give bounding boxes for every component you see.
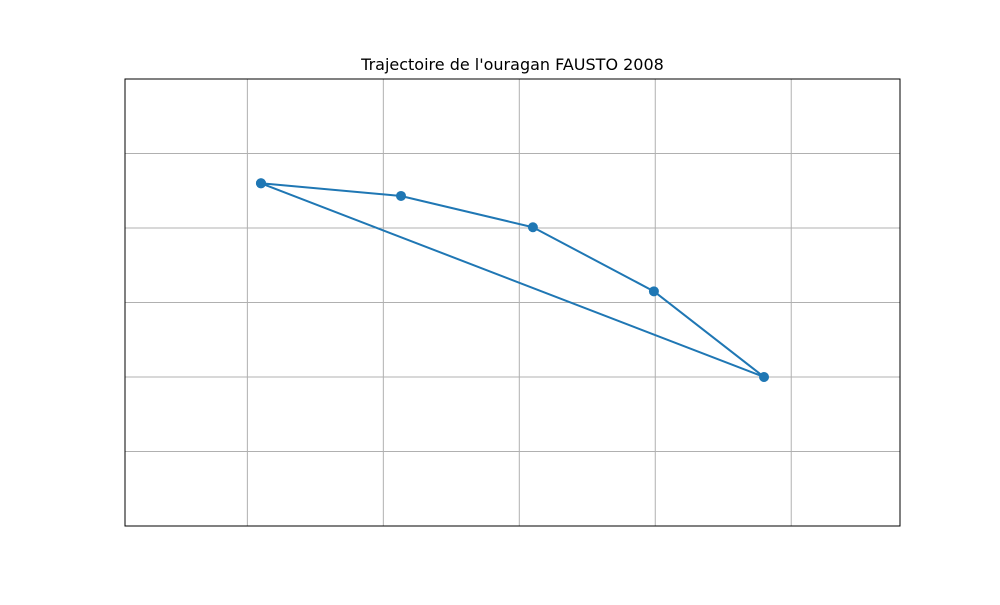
- data-point-3: [648, 286, 659, 297]
- plot-area: [255, 178, 770, 382]
- grid: [125, 78, 900, 526]
- data-point-5: [255, 178, 266, 189]
- data-point-2: [527, 222, 538, 233]
- chart-title: Trajectoire de l'ouragan FAUSTO 2008: [360, 55, 664, 74]
- data-point-4: [759, 372, 770, 382]
- axes-frame: [124, 78, 901, 527]
- series-line-0: [259, 182, 766, 378]
- data-point-1: [396, 190, 407, 201]
